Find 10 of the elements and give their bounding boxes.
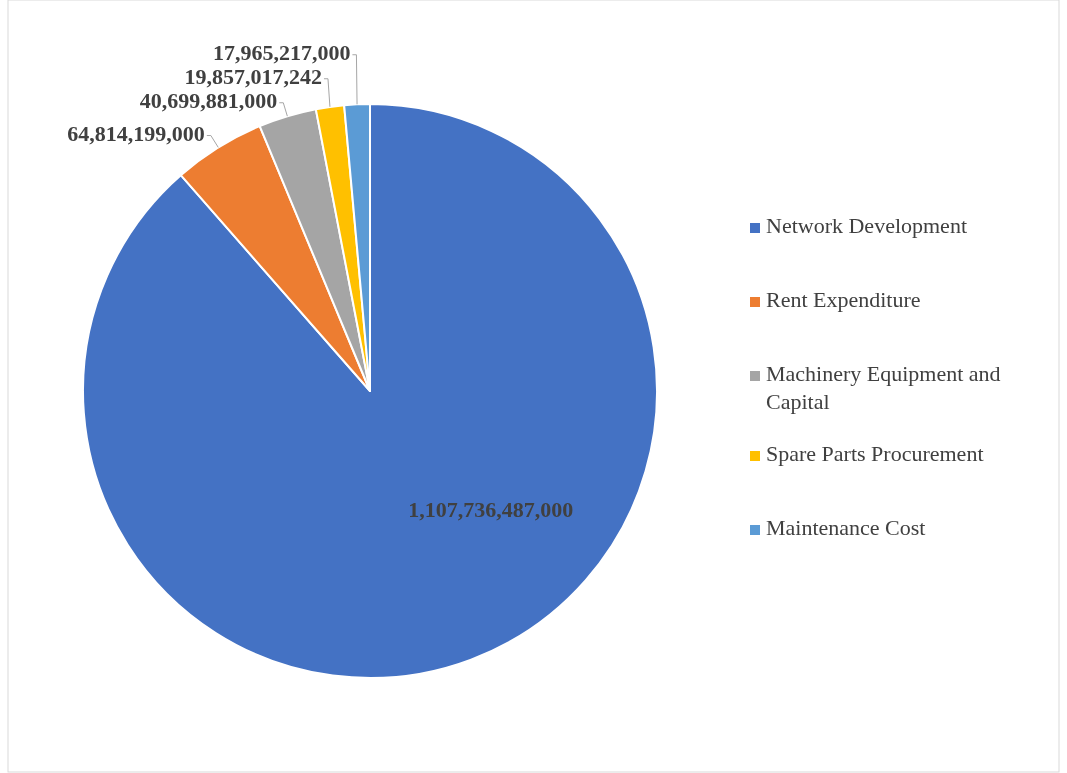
data-label: 64,814,199,000 — [67, 120, 205, 146]
data-label: 40,699,881,000 — [139, 87, 278, 113]
data-label: 17,965,217,000 — [212, 39, 351, 65]
legend-label: Machinery Equipment and Capital — [766, 361, 1001, 415]
legend-label: Rent Expenditure — [766, 287, 921, 313]
data-label: 19,857,017,242 — [184, 63, 322, 89]
legend-label: Network Development — [766, 213, 967, 239]
data-label: 1,107,736,487,000 — [408, 497, 574, 523]
legend-label: Spare Parts Procurement — [766, 441, 984, 467]
legend-label: Maintenance Cost — [766, 515, 926, 541]
